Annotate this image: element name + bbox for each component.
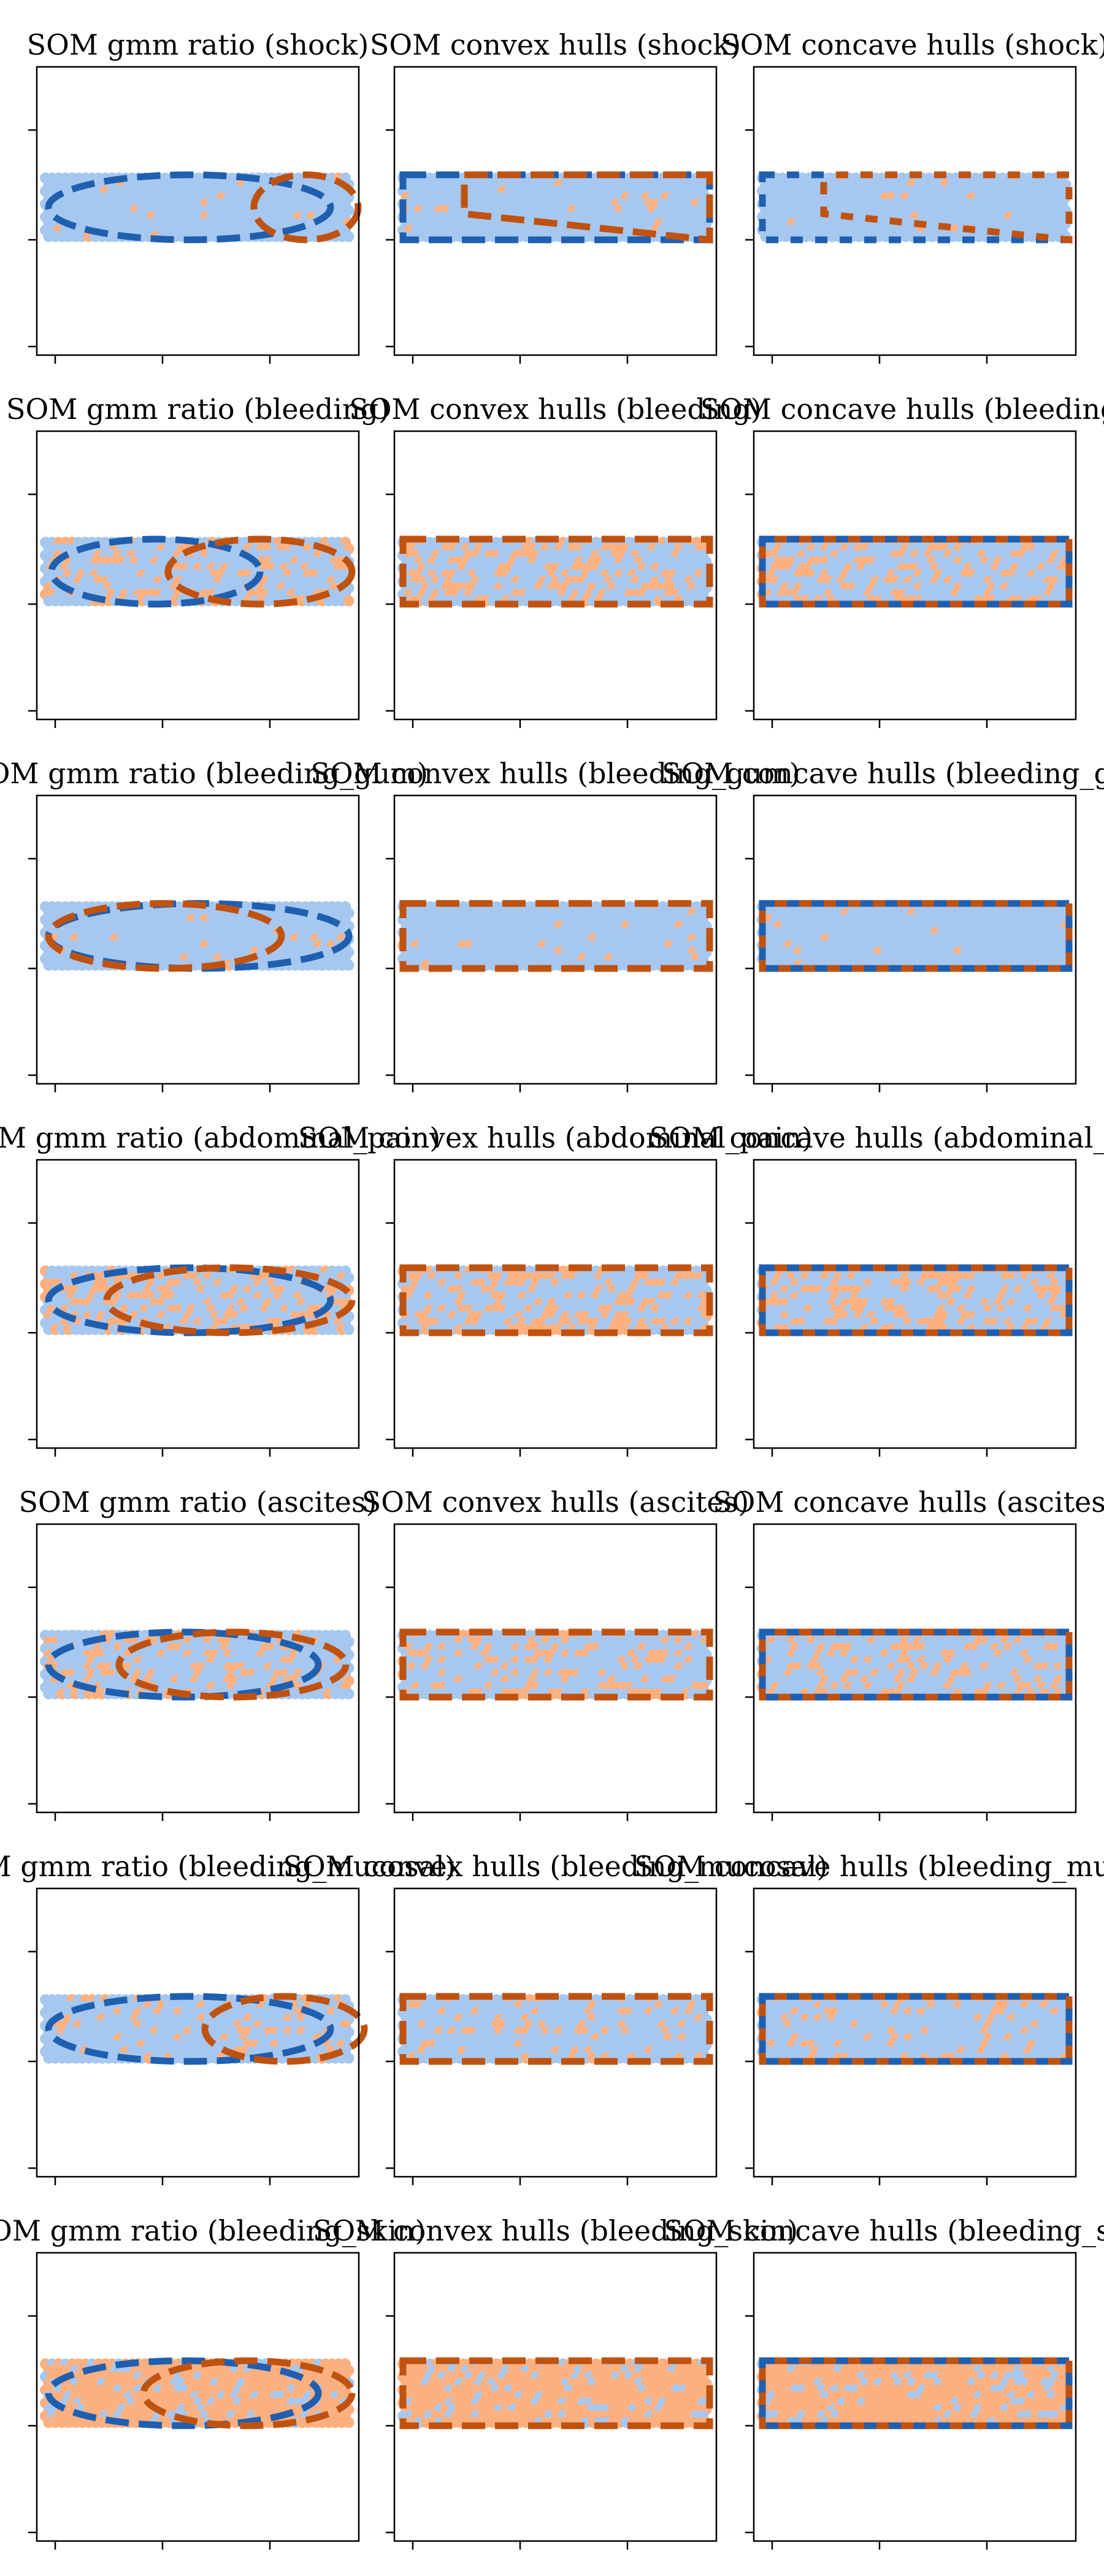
scatter-points — [397, 537, 712, 607]
subplot-abdominal_pain-gmm_ratio: SOM gmm ratio (abdominal_pain) — [0, 1121, 440, 1457]
scatter-points — [757, 901, 1071, 971]
subplot-title: SOM convex hulls (shock) — [370, 28, 741, 61]
data-point — [343, 959, 355, 971]
data-point — [343, 231, 355, 242]
subplot-bleeding-convex_hulls: SOM convex hulls (bleeding) — [349, 393, 762, 728]
scatter-points — [757, 537, 1071, 607]
scatter-points — [757, 172, 1071, 242]
scatter-points — [397, 1265, 712, 1335]
subplot-title: SOM concave hulls (bleeding_gum) — [662, 757, 1104, 790]
scatter-points — [397, 172, 712, 242]
subplot-bleeding_gum-gmm_ratio: SOM gmm ratio (bleeding_gum) — [0, 757, 428, 1092]
subplot-title: SOM concave hulls (shock) — [721, 28, 1104, 61]
subplot-abdominal_pain-convex_hulls: SOM convex hulls (abdominal_pain) — [298, 1121, 813, 1457]
subplot-title: SOM concave hulls (bleeding) — [700, 393, 1104, 426]
data-point — [343, 1324, 355, 1335]
subplot-title: SOM gmm ratio (bleeding) — [6, 393, 389, 426]
subplot-shock-gmm_ratio: SOM gmm ratio (shock) — [27, 28, 369, 364]
subplot-title: SOM gmm ratio (shock) — [27, 28, 369, 61]
subplot-shock-concave_hulls: SOM concave hulls (shock) — [721, 28, 1104, 364]
subplot-bleeding-gmm_ratio: SOM gmm ratio (bleeding) — [6, 393, 389, 728]
data-point — [343, 595, 355, 607]
subplot-bleeding_gum-convex_hulls: SOM convex hulls (bleeding_gum) — [310, 757, 800, 1092]
subplot-bleeding-concave_hulls: SOM concave hulls (bleeding) — [700, 393, 1104, 728]
subplot-shock-convex_hulls: SOM convex hulls (shock) — [370, 28, 741, 364]
scatter-points — [397, 901, 712, 971]
subplot-bleeding_gum-concave_hulls: SOM concave hulls (bleeding_gum) — [662, 757, 1104, 1092]
